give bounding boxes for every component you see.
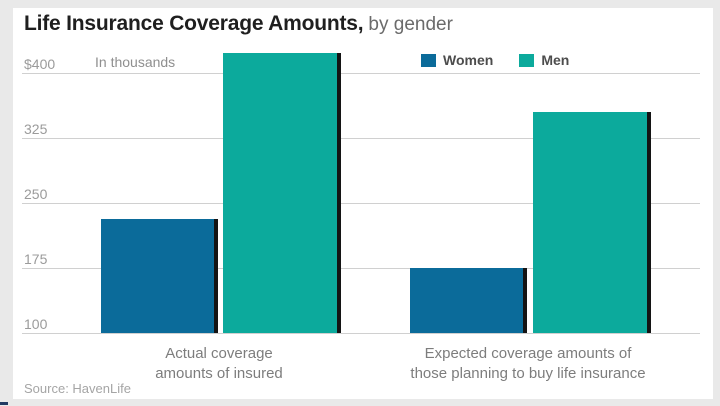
source-note: Source: HavenLife xyxy=(24,381,131,396)
category-label-line: Actual coverage xyxy=(165,345,273,362)
gridline-100 xyxy=(22,333,700,334)
legend-item-women: Women xyxy=(421,52,493,68)
chart-card: Life Insurance Coverage Amounts, by gende… xyxy=(13,8,713,399)
bottom-left-mark xyxy=(0,402,8,405)
legend-swatch-women xyxy=(421,53,436,67)
legend-label-men: Men xyxy=(541,52,570,68)
bar-women-actual xyxy=(101,219,214,333)
y-tick-label-325: 325 xyxy=(24,121,48,137)
y-tick-label-175: 175 xyxy=(24,251,48,267)
gridline-325 xyxy=(22,138,700,139)
y-tick-label-250: 250 xyxy=(24,186,48,202)
category-label-line: Expected coverage amounts of xyxy=(424,345,632,362)
unit-note: In thousands xyxy=(95,54,176,70)
legend: Women Men xyxy=(421,52,569,68)
bar-men-expected xyxy=(533,112,647,333)
gridline-250 xyxy=(22,203,700,204)
chart-title: Life Insurance Coverage Amounts, xyxy=(24,12,364,35)
chart-subtitle: by gender xyxy=(368,14,453,35)
bar-men-actual xyxy=(223,53,337,333)
legend-item-men: Men xyxy=(519,52,569,68)
legend-label-women: Women xyxy=(443,52,494,68)
y-tick-label-100: 100 xyxy=(24,316,48,332)
gridline-175 xyxy=(22,268,700,269)
y-tick-label-400: $400 xyxy=(24,56,56,72)
bar-women-expected xyxy=(410,268,523,333)
chart-header: Life Insurance Coverage Amounts, by gende… xyxy=(24,12,453,36)
legend-swatch-men xyxy=(519,53,535,67)
category-label-actual: Actual coverage amounts of insured xyxy=(99,344,339,385)
category-label-expected: Expected coverage amounts of those plann… xyxy=(383,344,673,385)
gridline-400 xyxy=(22,73,700,74)
category-label-line: those planning to buy life insurance xyxy=(410,365,646,383)
category-label-line: amounts of insured xyxy=(155,365,283,383)
